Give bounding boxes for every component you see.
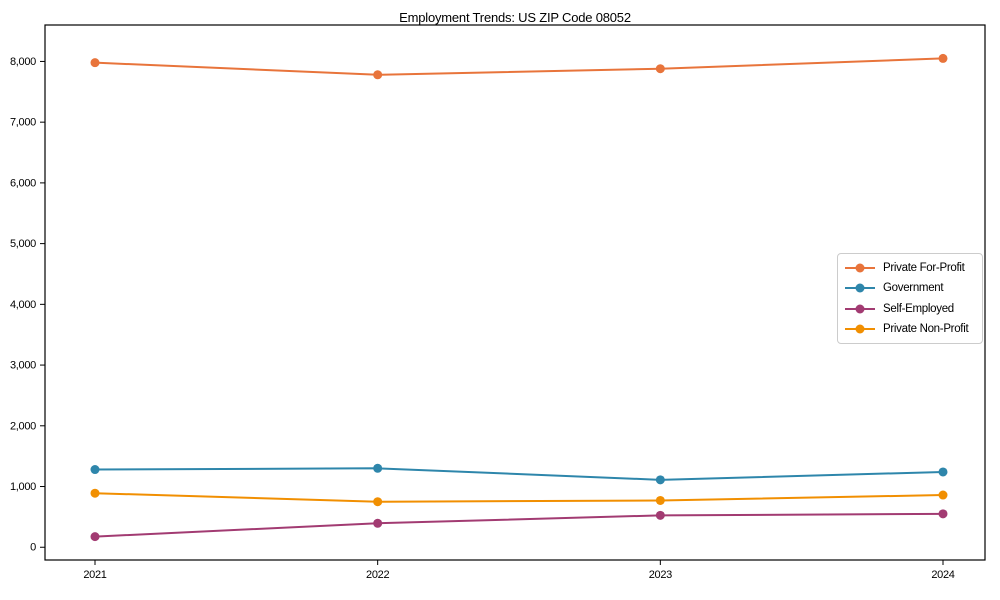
- data-point-private-for-profit-2022: [373, 70, 383, 80]
- data-point-private-for-profit-2021: [90, 58, 100, 68]
- x-axis-tick-label: 2021: [83, 569, 106, 581]
- chart-title: Employment Trends: US ZIP Code 08052: [399, 10, 631, 25]
- data-point-government-2021: [90, 465, 100, 475]
- chart-legend: Private For-Profit Government Self-Employe…: [837, 253, 983, 344]
- y-axis-tick-label: 0: [30, 542, 36, 554]
- data-point-self-employed-2021: [90, 532, 100, 542]
- legend-dot-icon: [855, 304, 865, 314]
- x-axis-tick-label: 2024: [931, 569, 954, 581]
- x-axis-tick-label: 2022: [366, 569, 389, 581]
- data-point-private-for-profit-2023: [655, 64, 665, 74]
- data-point-self-employed-2023: [655, 510, 665, 520]
- y-axis-tick-label: 2,000: [10, 420, 36, 432]
- data-point-private-non-profit-2023: [655, 495, 665, 505]
- y-axis-tick-label: 5,000: [10, 238, 36, 250]
- series-line-self-employed: [94, 512, 944, 538]
- legend-label: Private For-Profit: [883, 262, 965, 275]
- x-axis-tick-label: 2023: [649, 569, 672, 581]
- y-axis-tick-label: 1,000: [10, 481, 36, 493]
- y-axis-tick-label: 4,000: [10, 299, 36, 311]
- data-point-private-non-profit-2022: [373, 497, 383, 507]
- data-point-government-2024: [938, 467, 948, 477]
- y-axis-tick-label: 3,000: [10, 360, 36, 372]
- legend-item-private-non-profit: Private Non-Profit: [845, 320, 975, 338]
- legend-label: Government: [883, 282, 944, 295]
- legend-marker-icon: [845, 263, 875, 273]
- data-point-government-2022: [373, 463, 383, 473]
- data-point-government-2023: [655, 475, 665, 485]
- legend-dot-icon: [855, 324, 865, 334]
- legend-dot-icon: [855, 263, 865, 273]
- data-point-private-for-profit-2024: [938, 53, 948, 63]
- data-point-self-employed-2022: [373, 518, 383, 528]
- y-axis-tick-label: 7,000: [10, 117, 36, 129]
- legend-label: Private Non-Profit: [883, 322, 969, 335]
- legend-item-private-for-profit: Private For-Profit: [845, 259, 975, 277]
- series-line-government: [94, 467, 944, 481]
- y-axis-tick-label: 6,000: [10, 177, 36, 189]
- legend-marker-icon: [845, 304, 875, 314]
- series-line-private-for-profit: [94, 57, 944, 76]
- data-point-private-non-profit-2021: [90, 488, 100, 498]
- series-line-private-non-profit: [94, 492, 944, 503]
- legend-label: Self-Employed: [883, 302, 954, 315]
- legend-dot-icon: [855, 283, 865, 293]
- legend-marker-icon: [845, 324, 875, 334]
- legend-item-self-employed: Self-Employed: [845, 300, 975, 318]
- legend-item-government: Government: [845, 279, 975, 297]
- data-point-private-non-profit-2024: [938, 490, 948, 500]
- plot-frame: [44, 24, 986, 561]
- data-point-self-employed-2024: [938, 509, 948, 519]
- legend-marker-icon: [845, 283, 875, 293]
- y-axis-tick-label: 8,000: [10, 56, 36, 68]
